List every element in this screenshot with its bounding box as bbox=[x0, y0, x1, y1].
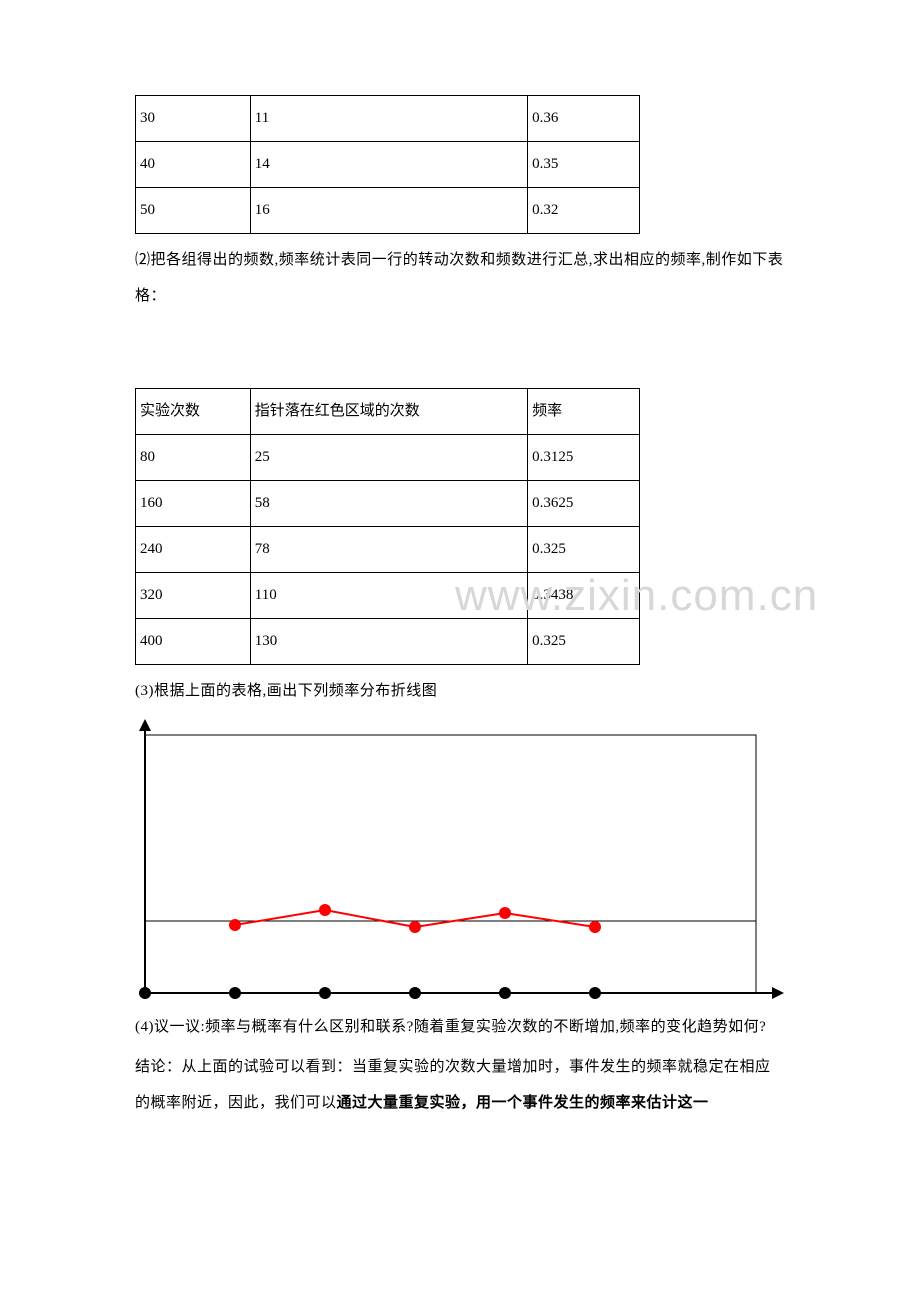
cell: 25 bbox=[250, 435, 527, 481]
cell: 240 bbox=[136, 527, 251, 573]
cell: 400 bbox=[136, 619, 251, 665]
cell: 0.325 bbox=[528, 527, 640, 573]
table-row: 80 25 0.3125 bbox=[136, 435, 640, 481]
cell: 0.3125 bbox=[528, 435, 640, 481]
spacer bbox=[135, 318, 785, 388]
header-cell: 指针落在红色区域的次数 bbox=[250, 389, 527, 435]
cell: 16 bbox=[250, 188, 527, 234]
cell: 30 bbox=[136, 96, 251, 142]
cell: 320 bbox=[136, 573, 251, 619]
conclusion-text: 结论：从上面的试验可以看到：当重复实验的次数大量增加时，事件发生的频率就稳定在相… bbox=[135, 1049, 785, 1121]
table-row: 50 16 0.32 bbox=[136, 188, 640, 234]
cell: 0.32 bbox=[528, 188, 640, 234]
cell: 50 bbox=[136, 188, 251, 234]
cell: 80 bbox=[136, 435, 251, 481]
header-cell: 频率 bbox=[528, 389, 640, 435]
cell: 58 bbox=[250, 481, 527, 527]
question-4-text: (4)议一议:频率与概率有什么区别和联系?随着重复实验次数的不断增加,频率的变化… bbox=[135, 1009, 785, 1045]
cell: 0.325 bbox=[528, 619, 640, 665]
cell: 160 bbox=[136, 481, 251, 527]
question-3-text: (3)根据上面的表格,画出下列频率分布折线图 bbox=[135, 673, 785, 709]
table-row: 30 11 0.36 bbox=[136, 96, 640, 142]
table-1: 30 11 0.36 40 14 0.35 50 16 0.32 bbox=[135, 95, 640, 234]
cell: 14 bbox=[250, 142, 527, 188]
frequency-line-chart bbox=[135, 715, 790, 1005]
table-header-row: 实验次数 指针落在红色区域的次数 频率 bbox=[136, 389, 640, 435]
cell: 110 bbox=[250, 573, 527, 619]
chart-svg bbox=[135, 715, 790, 1005]
table-row: 240 78 0.325 bbox=[136, 527, 640, 573]
cell: 40 bbox=[136, 142, 251, 188]
header-cell: 实验次数 bbox=[136, 389, 251, 435]
table-2: 实验次数 指针落在红色区域的次数 频率 80 25 0.3125 160 58 … bbox=[135, 388, 640, 665]
question-2-text: ⑵把各组得出的频数,频率统计表同一行的转动次数和频数进行汇总,求出相应的频率,制… bbox=[135, 242, 785, 314]
table-row: 160 58 0.3625 bbox=[136, 481, 640, 527]
cell: 11 bbox=[250, 96, 527, 142]
table-row: 320 110 0.3438 bbox=[136, 573, 640, 619]
cell: 130 bbox=[250, 619, 527, 665]
table-row: 400 130 0.325 bbox=[136, 619, 640, 665]
conclusion-bold: 通过大量重复实验，用一个事件发生的频率来估计这一 bbox=[337, 1095, 709, 1111]
cell: 0.3625 bbox=[528, 481, 640, 527]
cell: 0.35 bbox=[528, 142, 640, 188]
cell: 0.3438 bbox=[528, 573, 640, 619]
cell: 0.36 bbox=[528, 96, 640, 142]
cell: 78 bbox=[250, 527, 527, 573]
table-row: 40 14 0.35 bbox=[136, 142, 640, 188]
